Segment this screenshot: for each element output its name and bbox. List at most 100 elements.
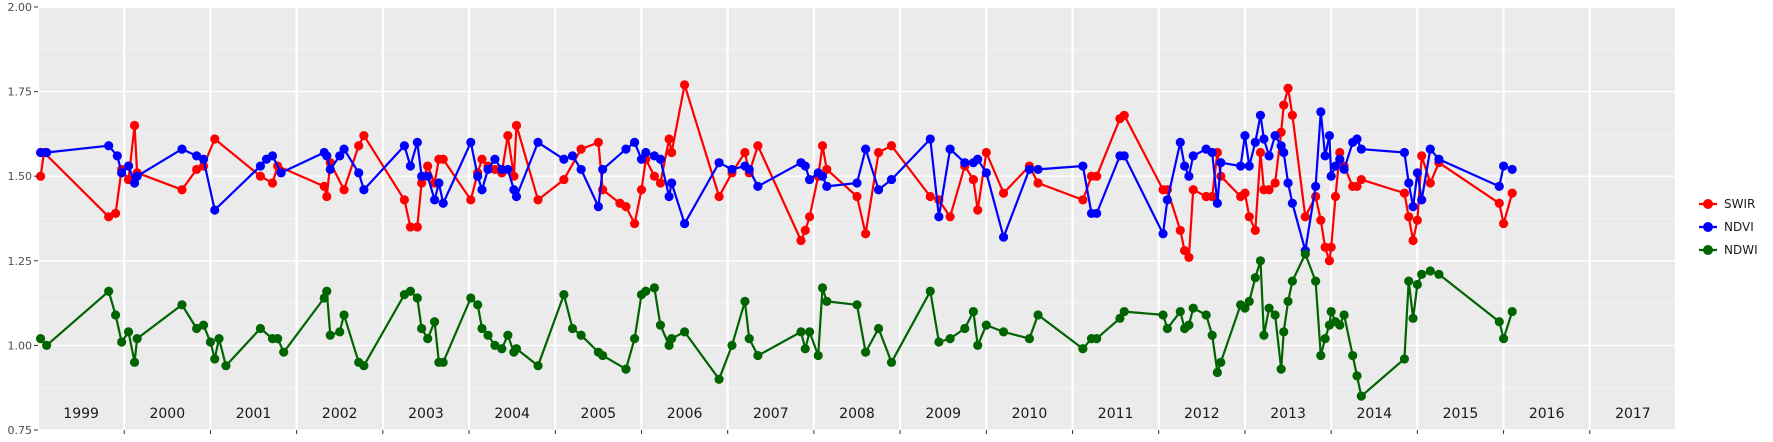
- data-point-swir: [753, 141, 763, 151]
- data-point-swir: [267, 178, 278, 188]
- data-point-swir: [35, 171, 46, 181]
- data-point-ndvi: [1399, 147, 1410, 158]
- data-point-ndvi: [873, 185, 884, 195]
- data-point-ndwi: [104, 286, 114, 296]
- year-label: 2006: [667, 406, 703, 422]
- data-point-ndwi: [1162, 323, 1172, 334]
- data-point-swir: [1287, 110, 1297, 120]
- data-point-swir: [177, 185, 187, 195]
- data-point-ndwi: [1244, 296, 1254, 307]
- legend-item-ndwi: NDWI: [1699, 243, 1758, 257]
- data-point-swir: [973, 205, 983, 215]
- y-tick-label: 1.50: [8, 170, 33, 183]
- data-point-ndvi: [598, 164, 608, 175]
- series-ndvi: [35, 107, 1517, 256]
- data-point-swir: [559, 174, 569, 185]
- data-point-ndwi: [117, 337, 127, 347]
- data-point-ndwi: [1184, 320, 1194, 330]
- y-tick-label: 1.25: [8, 255, 33, 268]
- data-point-ndwi: [221, 361, 231, 371]
- data-point-ndwi: [1279, 327, 1289, 337]
- data-point-ndwi: [1255, 256, 1266, 266]
- data-point-ndvi: [339, 144, 349, 154]
- data-point-ndwi: [490, 340, 500, 350]
- data-point-ndvi: [1498, 161, 1509, 171]
- data-point-swir: [998, 188, 1009, 198]
- data-point-ndvi: [1207, 147, 1217, 158]
- data-point-ndvi: [1078, 161, 1088, 171]
- data-point-swir: [255, 171, 266, 181]
- data-point-ndvi: [593, 202, 603, 212]
- year-label: 2016: [1529, 406, 1565, 422]
- data-point-ndvi: [1216, 158, 1226, 168]
- data-point-ndvi: [255, 161, 266, 171]
- data-point-swir: [664, 134, 674, 144]
- data-point-ndvi: [1270, 130, 1280, 141]
- data-point-swir: [636, 185, 647, 195]
- data-point-ndvi: [198, 154, 209, 164]
- data-point-ndvi: [1236, 161, 1246, 171]
- data-point-swir: [1175, 225, 1185, 235]
- data-point-swir: [412, 222, 422, 232]
- data-point-ndvi: [483, 164, 493, 175]
- data-point-ndwi: [1283, 296, 1293, 307]
- data-point-ndwi: [132, 334, 142, 344]
- data-point-ndwi: [42, 340, 52, 350]
- data-point-ndvi: [1417, 195, 1427, 205]
- data-point-ndwi: [279, 347, 289, 357]
- data-point-ndvi: [1212, 198, 1222, 208]
- data-point-swir: [533, 195, 543, 205]
- data-point-ndvi: [655, 154, 666, 164]
- data-point-ndvi: [621, 144, 631, 154]
- data-point-ndwi: [339, 310, 349, 320]
- data-point-ndvi: [405, 161, 416, 171]
- data-point-ndwi: [1250, 273, 1260, 283]
- data-point-ndvi: [1175, 137, 1185, 147]
- data-point-ndwi: [322, 286, 332, 296]
- data-point-ndwi: [981, 320, 991, 330]
- data-point-ndwi: [740, 296, 750, 307]
- data-point-ndvi: [276, 168, 286, 178]
- data-point-ndvi: [852, 178, 862, 188]
- data-point-ndvi: [473, 171, 483, 181]
- data-point-ndwi: [1326, 306, 1336, 317]
- data-point-swir: [740, 147, 750, 158]
- data-point-swir: [1255, 147, 1266, 158]
- year-label: 2014: [1356, 406, 1392, 422]
- data-point-swir: [405, 222, 416, 232]
- legend: SWIR NDVI NDWI: [1699, 197, 1758, 257]
- data-point-ndwi: [359, 361, 369, 371]
- year-label: 2003: [408, 406, 444, 422]
- data-point-ndvi: [429, 195, 440, 205]
- data-point-ndvi: [511, 191, 522, 202]
- data-point-ndvi: [1335, 154, 1345, 164]
- data-point-ndwi: [214, 334, 224, 344]
- data-point-ndwi: [1399, 354, 1410, 364]
- data-point-ndwi: [210, 354, 220, 364]
- data-point-ndvi: [1339, 164, 1349, 175]
- data-point-ndwi: [1339, 310, 1349, 320]
- data-point-ndwi: [511, 344, 522, 354]
- data-point-swir: [1279, 100, 1289, 110]
- data-point-ndvi: [466, 137, 476, 147]
- y-tick-label: 0.75: [8, 424, 33, 437]
- data-point-ndwi: [1201, 310, 1211, 320]
- year-label: 1999: [63, 406, 99, 422]
- data-point-ndwi: [412, 293, 422, 303]
- data-point-ndwi: [335, 327, 345, 337]
- data-point-ndwi: [1212, 367, 1222, 378]
- legend-key-point: [1703, 222, 1713, 232]
- data-point-swir: [104, 212, 114, 222]
- data-point-swir: [1078, 195, 1088, 205]
- data-point-ndwi: [1264, 303, 1274, 313]
- data-point-ndwi: [822, 296, 832, 307]
- data-point-ndvi: [1494, 181, 1504, 191]
- data-point-ndvi: [322, 151, 332, 161]
- data-point-swir: [1240, 188, 1250, 198]
- data-point-ndvi: [714, 158, 724, 168]
- legend-label: NDWI: [1724, 243, 1758, 257]
- data-point-ndwi: [438, 357, 448, 367]
- data-point-ndvi: [559, 154, 569, 164]
- data-point-ndwi: [1404, 276, 1414, 286]
- data-point-ndvi: [629, 137, 640, 147]
